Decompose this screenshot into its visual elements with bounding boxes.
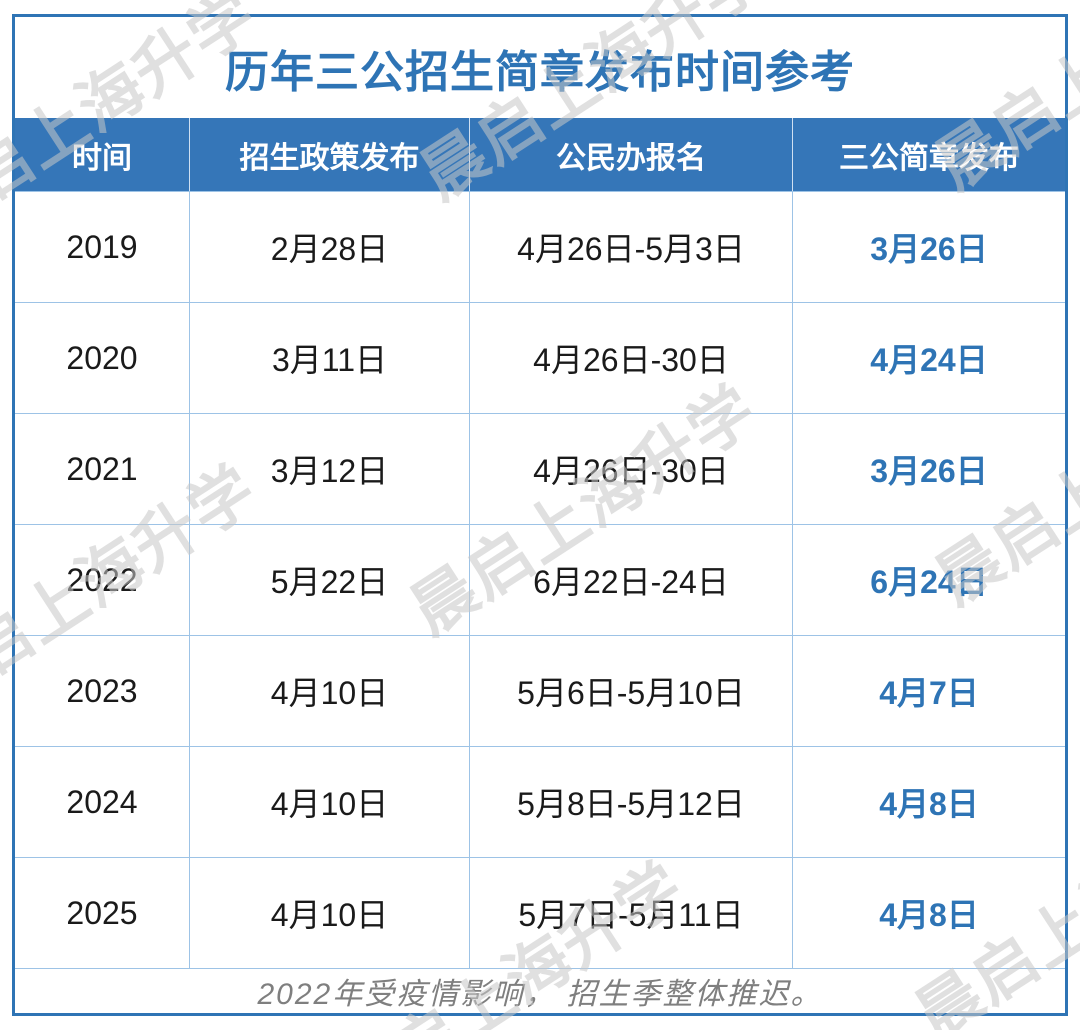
policy-cell: 4月10日 (190, 858, 470, 968)
footnote-text: 2022年受疫情影响， 招生季整体推迟。 (257, 978, 823, 1011)
year-cell: 2024 (15, 747, 190, 857)
application-cell: 5月8日-5月12日 (470, 747, 793, 857)
table-row: 2021 3月12日 4月26日-30日 3月26日 (15, 413, 1065, 524)
column-header-policy: 招生政策发布 (190, 118, 470, 191)
application-cell: 4月26日-5月3日 (470, 192, 793, 302)
table-row: 2023 4月10日 5月6日-5月10日 4月7日 (15, 635, 1065, 746)
policy-cell: 3月11日 (190, 303, 470, 413)
year-cell: 2025 (15, 858, 190, 968)
year-cell: 2019 (15, 192, 190, 302)
application-cell: 6月22日-24日 (470, 525, 793, 635)
table-row: 2019 2月28日 4月26日-5月3日 3月26日 (15, 191, 1065, 302)
brochure-cell: 4月8日 (879, 786, 979, 822)
column-header-application: 公民办报名 (470, 118, 793, 191)
brochure-cell: 4月7日 (879, 675, 979, 711)
policy-cell: 2月28日 (190, 192, 470, 302)
schedule-table: 历年三公招生简章发布时间参考 时间 招生政策发布 公民办报名 三公简章发布 20… (12, 14, 1068, 1016)
year-cell: 2021 (15, 414, 190, 524)
application-cell: 4月26日-30日 (470, 303, 793, 413)
brochure-cell: 6月24日 (870, 564, 988, 600)
column-header-time: 时间 (15, 118, 190, 191)
table-row: 2024 4月10日 5月8日-5月12日 4月8日 (15, 746, 1065, 857)
application-cell: 5月7日-5月11日 (470, 858, 793, 968)
table-row: 2020 3月11日 4月26日-30日 4月24日 (15, 302, 1065, 413)
policy-cell: 4月10日 (190, 636, 470, 746)
policy-cell: 4月10日 (190, 747, 470, 857)
policy-cell: 5月22日 (190, 525, 470, 635)
title-row: 历年三公招生简章发布时间参考 (15, 17, 1065, 118)
brochure-cell: 4月24日 (870, 342, 988, 378)
year-cell: 2023 (15, 636, 190, 746)
footnote-row: 2022年受疫情影响， 招生季整体推迟。 (15, 968, 1065, 1013)
table-row: 2022 5月22日 6月22日-24日 6月24日 (15, 524, 1065, 635)
brochure-cell: 3月26日 (870, 453, 988, 489)
year-cell: 2020 (15, 303, 190, 413)
application-cell: 4月26日-30日 (470, 414, 793, 524)
application-cell: 5月6日-5月10日 (470, 636, 793, 746)
table-row: 2025 4月10日 5月7日-5月11日 4月8日 (15, 857, 1065, 968)
column-header-brochure: 三公简章发布 (839, 141, 1019, 175)
brochure-cell: 4月8日 (879, 897, 979, 933)
brochure-cell: 3月26日 (870, 231, 988, 267)
policy-cell: 3月12日 (190, 414, 470, 524)
year-cell: 2022 (15, 525, 190, 635)
table-header-row: 时间 招生政策发布 公民办报名 三公简章发布 (15, 118, 1065, 191)
page-title: 历年三公招生简章发布时间参考 (225, 47, 855, 97)
